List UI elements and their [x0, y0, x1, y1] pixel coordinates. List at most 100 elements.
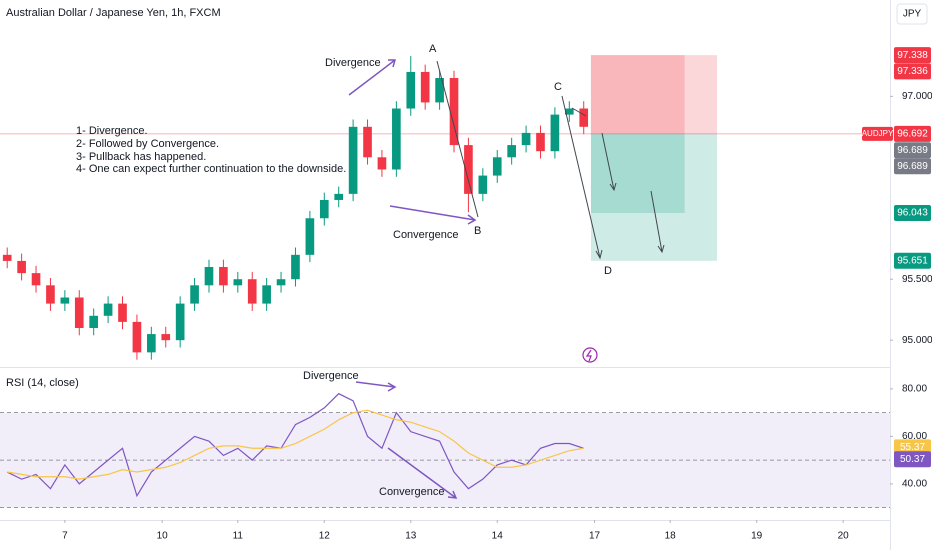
- note: 4- One can expect further continuation t…: [76, 163, 346, 175]
- y-tick-label: 40.00: [902, 479, 927, 490]
- stop-zone-active: [590, 55, 685, 134]
- candle-body: [377, 157, 387, 170]
- price-label-box: [894, 252, 931, 269]
- point-label: B: [474, 225, 481, 237]
- candle-body: [103, 303, 113, 316]
- price-label: 97.336: [897, 66, 928, 77]
- candle-body: [46, 285, 55, 304]
- symbol-tag: AUDJPY: [862, 129, 894, 138]
- y-tick-label: 97.000: [902, 91, 932, 102]
- point-label: A: [429, 43, 437, 55]
- annotation: Convergence: [379, 486, 444, 498]
- candle-body: [579, 108, 589, 127]
- candle-body: [464, 145, 473, 194]
- y-tick-label: 60.00: [902, 431, 927, 442]
- candle-body: [521, 132, 531, 146]
- candle-body: [392, 108, 401, 170]
- candle-body: [478, 175, 488, 194]
- candle-body: [60, 297, 70, 304]
- note: 2- Followed by Convergence.: [76, 138, 219, 150]
- x-tick-label: 7: [62, 531, 68, 542]
- candle-body: [305, 218, 315, 255]
- candle-body: [291, 254, 300, 280]
- candle-body: [247, 279, 257, 304]
- chart-title: Australian Dollar / Japanese Yen, 1h, FX…: [6, 7, 221, 19]
- price-label: 96.692: [897, 129, 928, 140]
- price-label: 97.338: [897, 50, 928, 61]
- annotation: Divergence: [325, 57, 381, 69]
- price-label: 96.689: [897, 161, 928, 172]
- x-tick-label: 13: [405, 531, 417, 542]
- candle-body: [147, 334, 156, 353]
- stop-zone: [590, 55, 718, 134]
- candle-body: [406, 71, 416, 109]
- candle-body: [204, 267, 214, 286]
- currency-button[interactable]: [896, 3, 928, 25]
- target-zone-active: [590, 133, 685, 214]
- candle-body: [276, 279, 286, 286]
- candle-body: [161, 334, 171, 341]
- marks: [0, 55, 890, 509]
- candle-body: [132, 321, 142, 353]
- rsi-line: [7, 409, 584, 480]
- price-label-box: [894, 451, 931, 468]
- candle-body: [233, 279, 243, 286]
- candle-body: [89, 315, 99, 328]
- candle-body: [2, 254, 12, 261]
- price-label-box: [894, 125, 931, 142]
- candle-body: [449, 78, 459, 146]
- candle-body: [420, 71, 430, 103]
- x-tick-label: 10: [157, 531, 169, 542]
- x-tick-label: 20: [838, 531, 850, 542]
- candle-body: [507, 145, 516, 158]
- point-label: D: [604, 265, 612, 277]
- annotation: Divergence: [303, 370, 359, 382]
- currency: JPY: [903, 9, 922, 20]
- candle-body: [175, 303, 185, 341]
- y-tick-label: 95.500: [902, 274, 932, 285]
- candle-body: [262, 285, 271, 304]
- candle-body: [219, 267, 228, 286]
- price-label: 95.651: [897, 255, 928, 266]
- candle-body: [118, 303, 127, 322]
- note: 1- Divergence.: [76, 125, 148, 137]
- price-label: 55.37: [900, 442, 925, 453]
- price-label: 96.043: [897, 208, 928, 219]
- candle-body: [492, 157, 502, 176]
- rsi-line: [6, 392, 584, 498]
- price-label: 50.37: [900, 454, 925, 465]
- candle-body: [17, 260, 26, 274]
- x-tick-label: 18: [665, 531, 677, 542]
- candle-body: [74, 297, 84, 328]
- x-tick-label: 14: [492, 531, 504, 542]
- target-zone: [590, 133, 718, 261]
- price-label-box: [894, 47, 931, 64]
- note: 3- Pullback has happened.: [76, 151, 206, 163]
- price-label-box: [894, 205, 931, 222]
- x-tick-label: 19: [751, 531, 763, 542]
- annotation: Convergence: [393, 229, 458, 241]
- event-icon[interactable]: [582, 347, 598, 363]
- candle-body: [31, 273, 41, 286]
- candle-body: [536, 132, 545, 152]
- candle-body: [550, 114, 560, 152]
- price-label-box: [894, 142, 931, 159]
- x-tick-label: 11: [233, 531, 244, 542]
- candle-body: [363, 126, 372, 158]
- y-tick-label: 80.00: [902, 384, 927, 395]
- candle-body: [334, 193, 344, 200]
- candle-body: [435, 78, 444, 103]
- candle-body: [190, 285, 199, 304]
- symbol-tag-box: [862, 126, 893, 141]
- rsi-title: RSI (14, close): [6, 377, 79, 389]
- price-label-box: [894, 158, 931, 175]
- annotations: 1- Divergence. 2- Followed by Convergenc…: [76, 43, 665, 499]
- x-tick-label: 17: [589, 531, 601, 542]
- candle-body: [564, 108, 574, 115]
- y-tick-label: 95.000: [902, 335, 932, 346]
- candle-body: [319, 199, 329, 219]
- price-label: 96.689: [897, 145, 928, 156]
- price-label-box: [894, 63, 931, 80]
